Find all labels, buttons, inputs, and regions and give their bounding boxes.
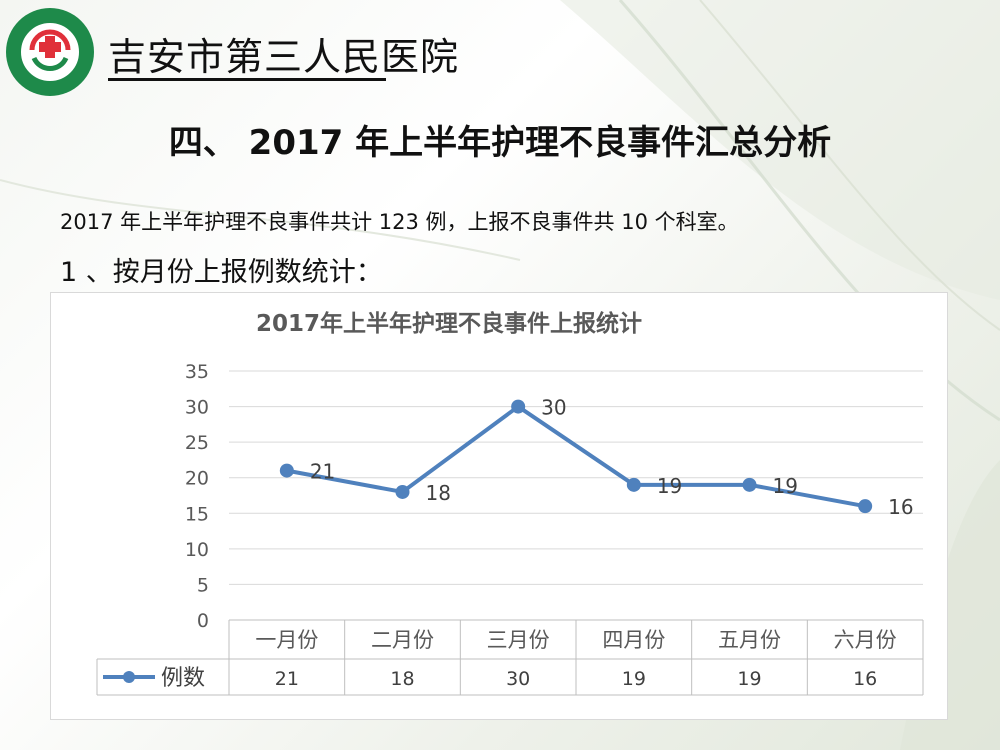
table-value-cell: 19 [737, 668, 761, 690]
data-point [626, 477, 641, 492]
y-tick-label: 25 [185, 432, 209, 454]
data-label: 21 [310, 460, 335, 484]
data-label: 19 [657, 474, 682, 498]
data-point [395, 484, 410, 499]
hospital-logo [6, 8, 94, 96]
data-point [858, 499, 873, 514]
hospital-name: 吉安市第三人民医院 [108, 35, 460, 79]
y-tick-label: 0 [197, 610, 209, 632]
x-category-label: 三月份 [487, 628, 550, 652]
y-tick-label: 15 [185, 503, 209, 525]
header: 吉安市第三人民医院 [4, 6, 504, 96]
y-tick-label: 10 [185, 539, 209, 561]
line-chart: 2017年上半年护理不良事件上报统计 0 5 10 15 20 25 30 35 一月份 二月份… [96, 310, 924, 696]
slide-title: 四、 2017 年上半年护理不良事件汇总分析 [168, 123, 832, 163]
y-tick-label: 20 [185, 468, 209, 490]
x-category-label: 四月份 [602, 628, 665, 652]
chart-container: 2017年上半年护理不良事件上报统计 0 5 10 15 20 25 30 35 一月份 二月份… [50, 292, 948, 720]
data-point [742, 477, 757, 492]
table-value-cell: 30 [506, 668, 530, 690]
table-value-cell: 18 [390, 668, 414, 690]
y-tick-label: 35 [185, 361, 209, 383]
data-point [279, 463, 294, 478]
x-category-label: 五月份 [718, 628, 781, 652]
data-label: 19 [773, 474, 798, 498]
data-table: 一月份 二月份 三月份 四月份 五月份 六月份 21 18 30 19 19 16 例数 [96, 619, 924, 696]
data-label: 18 [426, 481, 451, 505]
y-tick-label: 5 [197, 574, 209, 596]
table-value-cell: 19 [622, 668, 646, 690]
series-line [286, 404, 866, 509]
x-category-label: 一月份 [255, 628, 318, 652]
data-label: 30 [541, 396, 566, 420]
x-category-label: 六月份 [834, 628, 897, 652]
x-category-label: 二月份 [371, 628, 434, 652]
gridlines [229, 370, 923, 621]
summary-text: 2017 年上半年护理不良事件共计 123 例，上报不良事件共 10 个科室。 [60, 210, 739, 234]
y-axis: 0 5 10 15 20 25 30 35 [185, 361, 209, 632]
y-tick-label: 30 [185, 397, 209, 419]
data-label: 16 [888, 495, 913, 519]
table-value-cell: 21 [275, 668, 299, 690]
data-point [511, 399, 526, 414]
legend-series-name: 例数 [161, 666, 205, 691]
section-subtitle: 1 、按月份上报例数统计： [60, 257, 383, 288]
series-layer: 21 18 30 19 19 16 [279, 396, 914, 519]
hospital-name-underline [108, 78, 386, 81]
legend-marker [123, 671, 135, 683]
chart-title: 2017年上半年护理不良事件上报统计 [256, 310, 642, 337]
table-value-cell: 16 [853, 668, 877, 690]
